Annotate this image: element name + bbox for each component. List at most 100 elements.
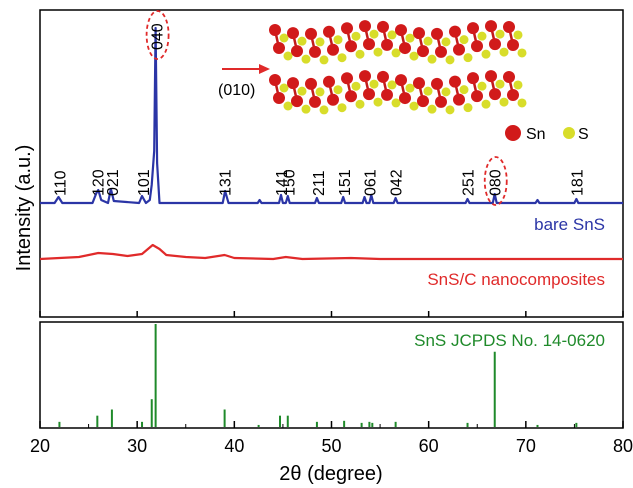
sn-atom <box>467 22 479 35</box>
s-atom <box>279 83 289 93</box>
sn-atom <box>291 45 303 58</box>
s-atom <box>441 87 451 97</box>
sn-atom <box>363 38 375 51</box>
sn-atom <box>305 27 317 40</box>
sn-atom <box>399 42 411 55</box>
s-atom <box>387 80 397 90</box>
sn-atom <box>327 43 339 56</box>
sn-atom <box>453 93 465 106</box>
s-atom <box>283 51 293 61</box>
s-atom <box>409 51 419 61</box>
peak-label-text: 101 <box>136 169 153 196</box>
s-atom <box>279 33 289 43</box>
peak-label: 211 <box>311 170 328 196</box>
s-atom <box>337 103 347 113</box>
s-atom <box>441 37 451 47</box>
x-tick-label: 70 <box>516 436 536 456</box>
sn-atom <box>435 45 447 58</box>
s-atom <box>445 105 455 115</box>
s-atom <box>373 47 383 57</box>
s-atom <box>373 97 383 107</box>
sn-atom <box>269 24 281 36</box>
sn-atom <box>273 92 285 104</box>
peak-label-text: 080 <box>488 169 505 196</box>
s-atom <box>337 53 347 63</box>
peak-label: 110 <box>52 170 69 196</box>
crystal-structure-illustration <box>269 20 527 115</box>
peak-label-text: 211 <box>311 170 328 196</box>
sn-atom <box>287 77 299 90</box>
x-tick-label: 50 <box>321 436 341 456</box>
x-tick-label: 40 <box>224 436 244 456</box>
sn-atom <box>503 70 515 83</box>
peak-label-text: 131 <box>218 169 235 196</box>
sn-atom <box>381 88 393 101</box>
s-atom <box>301 104 311 114</box>
peak-label-text: 251 <box>461 169 478 196</box>
sn-atom <box>381 38 393 51</box>
s-atom <box>333 35 343 45</box>
s-atom <box>463 53 473 63</box>
sn-atom <box>305 77 317 90</box>
peak-label: 131 <box>218 169 235 196</box>
s-atom <box>477 81 487 91</box>
peak-label: 251 <box>461 169 478 196</box>
peak-label-text: 181 <box>569 169 586 196</box>
sn-atom <box>273 42 285 54</box>
sn-atom <box>485 70 497 83</box>
s-atom <box>427 54 437 64</box>
direction-label: (010) <box>218 82 255 99</box>
sn-atom <box>345 40 357 53</box>
s-atom <box>351 31 361 41</box>
s-atom <box>481 49 491 59</box>
peak-label-text: 150 <box>282 169 299 196</box>
sn-atom <box>413 77 425 90</box>
sn-atom <box>507 88 519 101</box>
x-axis-label: 2θ (degree) <box>279 463 382 485</box>
series-label-bare-sns: bare SnS <box>534 215 605 234</box>
peak-label: 150 <box>282 169 299 196</box>
s-atom <box>319 105 329 115</box>
peak-label-text: 110 <box>52 170 69 196</box>
s-atom <box>301 54 311 64</box>
series-label-sns-c: SnS/C nanocomposites <box>427 270 605 289</box>
s-atom <box>387 30 397 40</box>
s-atom <box>463 103 473 113</box>
series-label-jcpds: SnS JCPDS No. 14-0620 <box>414 331 605 350</box>
sn-atom <box>287 27 299 40</box>
s-atom <box>315 87 325 97</box>
sn-atom <box>467 72 479 85</box>
s-atom <box>445 55 455 65</box>
s-atom <box>391 48 401 58</box>
series-layer <box>39 26 623 261</box>
y-axis-label: Intensity (a.u.) <box>13 145 35 272</box>
s-atom <box>405 33 415 43</box>
sn-atom <box>435 95 447 108</box>
sn-atom <box>327 93 339 106</box>
s-atom <box>513 30 523 40</box>
x-axis: 20 30 40 50 60 70 80 <box>30 311 633 456</box>
peak-label-text: 042 <box>389 169 406 196</box>
sn-atom <box>471 90 483 103</box>
sn-atom <box>269 74 281 86</box>
s-atom <box>513 80 523 90</box>
reference-stick-layer <box>58 324 578 427</box>
sn-atom <box>471 40 483 53</box>
peak-label: 021 <box>105 169 122 196</box>
sn-atom <box>395 24 407 37</box>
peak-label: 061 <box>362 169 379 196</box>
sn-atom-legend-icon <box>505 125 521 141</box>
s-atom <box>495 79 505 89</box>
peak-label: 181 <box>569 169 586 196</box>
sn-atom <box>489 38 501 51</box>
sn-atom <box>377 70 389 83</box>
s-atom <box>427 104 437 114</box>
peak-label-text: 021 <box>105 169 122 196</box>
peak-label: 042 <box>389 169 406 196</box>
x-tick-label: 60 <box>419 436 439 456</box>
peak-highlight-ellipse <box>483 156 508 206</box>
peak-label-text: 151 <box>337 169 354 196</box>
peak-label-text: 040 <box>150 23 167 50</box>
